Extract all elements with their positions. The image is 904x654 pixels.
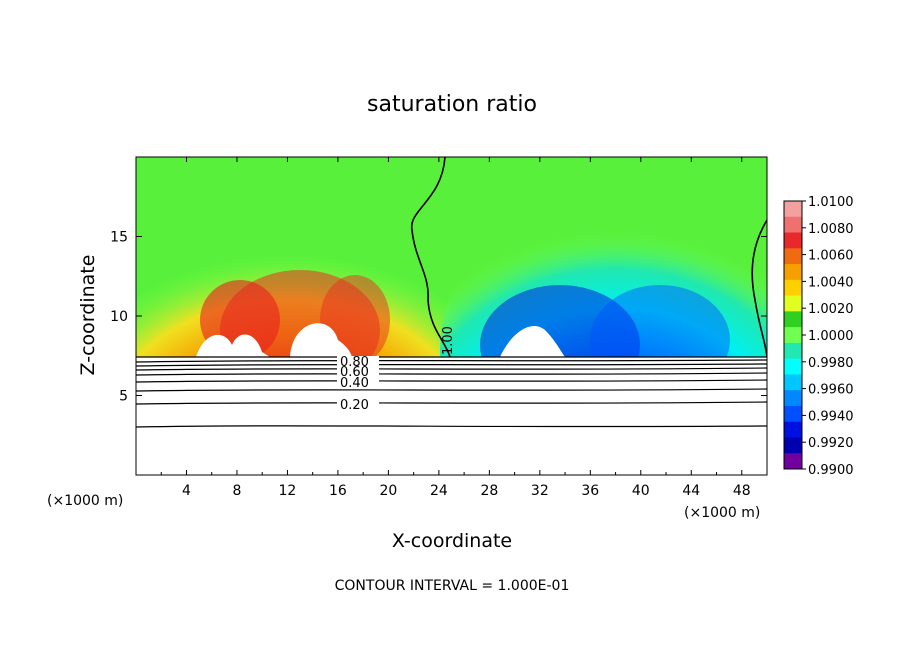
warm-gap-2: [290, 323, 352, 357]
x-tick-label: 12: [279, 483, 297, 499]
colorbar-label: 1.0000: [808, 329, 854, 344]
colorbar-swatch: [784, 201, 802, 218]
colorbar-swatch: [784, 437, 802, 454]
colorbar-label: 0.9980: [808, 356, 854, 371]
colorbar-swatch: [784, 421, 802, 438]
contour-line-0.20: [136, 401, 767, 405]
contour-label-0.60-bg: [337, 366, 379, 377]
chart-title: saturation ratio: [367, 92, 537, 117]
x-tick-label: 48: [733, 483, 751, 499]
colorbar-swatch: [784, 358, 802, 375]
y-tick-label: 15: [110, 230, 128, 246]
colorbar-swatch: [784, 390, 802, 407]
contour-line-0.70: [136, 363, 767, 367]
contour-line-0.30: [136, 388, 767, 392]
contour-line-0.10: [136, 425, 767, 428]
colorbar-swatch: [784, 232, 802, 249]
contour-interval-note: CONTOUR INTERVAL = 1.000E-01: [335, 578, 570, 594]
x-axis-label: X-coordinate: [392, 530, 512, 552]
colorbar: 1.0100 1.0080 1.0060 1.0040 1.0020 1.0000 0.99…: [783, 195, 854, 478]
contour-label-0.80-bg: [337, 356, 379, 367]
colorbar-label: 0.9960: [808, 383, 854, 398]
colorbar-swatch: [784, 405, 802, 423]
x-unit-label-right: (×1000 m): [684, 505, 760, 521]
colorbar-swatch: [784, 248, 802, 265]
colorbar-swatch: [784, 279, 802, 297]
colorbar-swatch: [784, 342, 802, 360]
colorbar-label: 1.0100: [808, 195, 854, 210]
contour-label-0.60: 0.60: [340, 365, 369, 380]
colorbar-label: 1.0040: [808, 275, 854, 290]
lower-region: [136, 357, 767, 475]
colorbar-label: 1.0020: [808, 302, 854, 317]
contour-line-0.80: [136, 359, 767, 363]
y-tick-label: 10: [110, 309, 128, 325]
contour-line-0.50: [136, 372, 767, 376]
x-unit-label-left: (×1000 m): [47, 493, 123, 509]
colorbar-swatch: [784, 327, 802, 344]
x-tick-label: 24: [430, 483, 448, 499]
colorbar-label: 1.0060: [808, 249, 854, 264]
y-tick-label: 5: [119, 389, 128, 405]
cold-gap: [500, 326, 565, 357]
colorbar-swatch: [784, 311, 802, 328]
colorbar-label: 0.9900: [808, 463, 854, 478]
x-axis-ticks: 4 8 12 16 20 24 28 32 36 40 44 48: [160, 157, 751, 499]
contour-line-1.00: [411, 157, 451, 358]
x-tick-label: 4: [182, 483, 191, 499]
plot-area: [136, 157, 767, 475]
colorbar-swatch: [784, 264, 802, 281]
x-tick-label: 28: [480, 483, 498, 499]
y-axis-ticks: 5 10 15: [110, 230, 767, 405]
x-tick-label: 8: [232, 483, 241, 499]
colorbar-label: 0.9940: [808, 409, 854, 424]
colorbar-swatch: [784, 374, 802, 391]
colorbar-swatch: [784, 295, 802, 312]
colorbar-label: 1.0080: [808, 222, 854, 237]
x-tick-label: 36: [581, 483, 599, 499]
contour-label-0.20-bg: [337, 398, 379, 410]
x-tick-label: 16: [329, 483, 347, 499]
x-tick-label: 20: [379, 483, 397, 499]
contour-label-1.00: 1.00: [441, 326, 456, 355]
x-tick-label: 32: [531, 483, 549, 499]
colorbar-label: 0.9920: [808, 436, 854, 451]
colorbar-swatch: [784, 216, 802, 234]
x-tick-label: 40: [632, 483, 650, 499]
contour-label-0.40-bg: [337, 377, 379, 388]
contour-line-0.60: [136, 367, 767, 371]
y-axis-label: Z-coordinate: [77, 255, 99, 376]
contour-label-0.40: 0.40: [340, 376, 369, 391]
contour-line-1.00-right: [751, 219, 767, 358]
contour-label-0.20: 0.20: [340, 398, 369, 413]
contour-line-0.40: [136, 379, 767, 383]
warm-gap: [196, 334, 270, 357]
x-tick-label: 44: [682, 483, 700, 499]
colorbar-swatch: [784, 453, 802, 470]
